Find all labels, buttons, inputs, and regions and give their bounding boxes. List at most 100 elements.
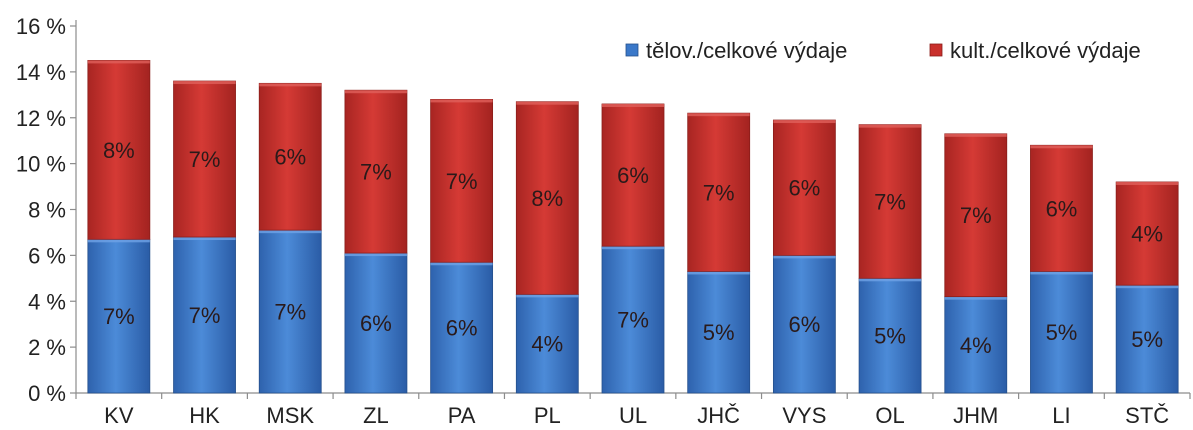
x-category-label: KV — [104, 403, 134, 428]
legend-swatch — [929, 43, 943, 57]
y-tick-label: 8 % — [28, 198, 66, 223]
bar-segment-highlight — [859, 278, 922, 282]
x-category-label: PL — [534, 403, 561, 428]
bar-segment-telov — [344, 252, 408, 394]
bar-segment-telov — [1115, 284, 1179, 394]
x-category-label: VYS — [782, 403, 826, 428]
y-tick-label: 2 % — [28, 335, 66, 360]
bar-segment-highlight — [173, 81, 236, 85]
data-label: 5% — [703, 320, 735, 345]
bar-segment-highlight — [1116, 181, 1179, 185]
bar-segment-highlight — [687, 271, 750, 275]
bar-segment-telov — [515, 293, 579, 394]
bar-segment-kult — [344, 89, 408, 254]
bar-segment-kult — [173, 80, 236, 238]
y-tick-label: 10 % — [16, 152, 66, 177]
data-label: 7% — [103, 304, 135, 329]
bar-segment-kult — [430, 99, 494, 263]
y-tick-label: 6 % — [28, 243, 66, 268]
bar-segment-highlight — [173, 237, 236, 241]
x-category-label: HK — [189, 403, 220, 428]
data-label: 7% — [189, 303, 221, 328]
data-label: 5% — [1131, 327, 1163, 352]
data-label: 5% — [874, 324, 906, 349]
bar-segment-kult — [944, 133, 1008, 298]
bar-segment-telov — [944, 296, 1008, 394]
y-tick-label: 0 % — [28, 381, 66, 406]
data-label: 8% — [103, 138, 135, 163]
bar-segment-highlight — [259, 83, 322, 87]
bar-segment-highlight — [430, 99, 493, 103]
bar-segment-telov — [601, 245, 665, 394]
x-category-label: UL — [619, 403, 647, 428]
x-category-label: PA — [448, 403, 476, 428]
bar-segment-kult — [515, 101, 579, 295]
y-tick-label: 16 % — [16, 14, 66, 39]
bar-segment-highlight — [1030, 145, 1093, 149]
bar-segment-kult — [87, 60, 151, 240]
data-label: 7% — [874, 189, 906, 214]
data-label: 4% — [1131, 222, 1163, 247]
data-label: 4% — [531, 332, 563, 357]
data-label: 5% — [1046, 320, 1078, 345]
data-label: 7% — [703, 180, 735, 205]
data-label: 6% — [788, 176, 820, 201]
bar-segment-highlight — [602, 246, 664, 250]
bar-segment-telov — [430, 261, 494, 394]
data-label: 7% — [446, 169, 478, 194]
y-tick-label: 4 % — [28, 289, 66, 314]
x-category-label: ZL — [363, 403, 389, 428]
x-category-label: OL — [875, 403, 904, 428]
data-label: 6% — [274, 145, 306, 170]
bar-segment-kult — [687, 112, 751, 272]
data-label: 7% — [189, 147, 221, 172]
bar-segment-telov — [258, 229, 322, 394]
data-label: 6% — [360, 311, 392, 336]
y-tick-label: 14 % — [16, 60, 66, 85]
bar-segment-highlight — [87, 60, 150, 64]
bar-segment-highlight — [516, 294, 579, 298]
data-label: 4% — [960, 333, 992, 358]
bar-segment-highlight — [259, 230, 322, 234]
data-label: 6% — [1046, 196, 1078, 221]
bar-segment-highlight — [344, 253, 407, 257]
x-category-label: MSK — [266, 403, 314, 428]
data-label: 6% — [788, 312, 820, 337]
data-label: 7% — [274, 300, 306, 325]
bar-segment-kult — [772, 119, 836, 256]
bar-segment-telov — [687, 271, 751, 394]
data-label: 7% — [360, 160, 392, 185]
data-label: 6% — [617, 163, 649, 188]
legend-swatch — [625, 43, 639, 57]
bar-segment-highlight — [516, 101, 579, 105]
bar-segment-kult — [858, 124, 922, 279]
bar-segment-highlight — [602, 103, 664, 107]
bar-segment-telov — [1030, 271, 1093, 394]
bar-segment-highlight — [1116, 285, 1179, 289]
bar-segment-highlight — [687, 113, 750, 117]
bar-segment-kult — [1030, 144, 1093, 272]
bar-segment-highlight — [859, 124, 922, 128]
y-tick-label: 12 % — [16, 106, 66, 131]
x-category-label: LI — [1052, 403, 1070, 428]
bar-segment-highlight — [944, 133, 1007, 137]
bar-segment-highlight — [430, 262, 493, 266]
bar-segment-highlight — [944, 296, 1007, 300]
bar-segment-telov — [772, 254, 836, 394]
legend-label: kult./celkové výdaje — [950, 38, 1141, 63]
data-label: 8% — [531, 186, 563, 211]
x-category-label: STČ — [1125, 403, 1169, 428]
data-label: 7% — [960, 203, 992, 228]
legend-label: tělov./celkové výdaje — [646, 38, 847, 63]
x-category-label: JHČ — [697, 403, 740, 428]
bar-segment-telov — [858, 277, 922, 394]
data-label: 7% — [617, 308, 649, 333]
bar-segment-highlight — [773, 255, 836, 259]
bar-segment-highlight — [87, 239, 150, 243]
bar-segment-kult — [601, 103, 665, 247]
bar-segment-kult — [1115, 181, 1179, 286]
bar-segment-highlight — [344, 90, 407, 94]
bar-segment-telov — [173, 236, 236, 394]
bar-segment-highlight — [1030, 271, 1093, 275]
